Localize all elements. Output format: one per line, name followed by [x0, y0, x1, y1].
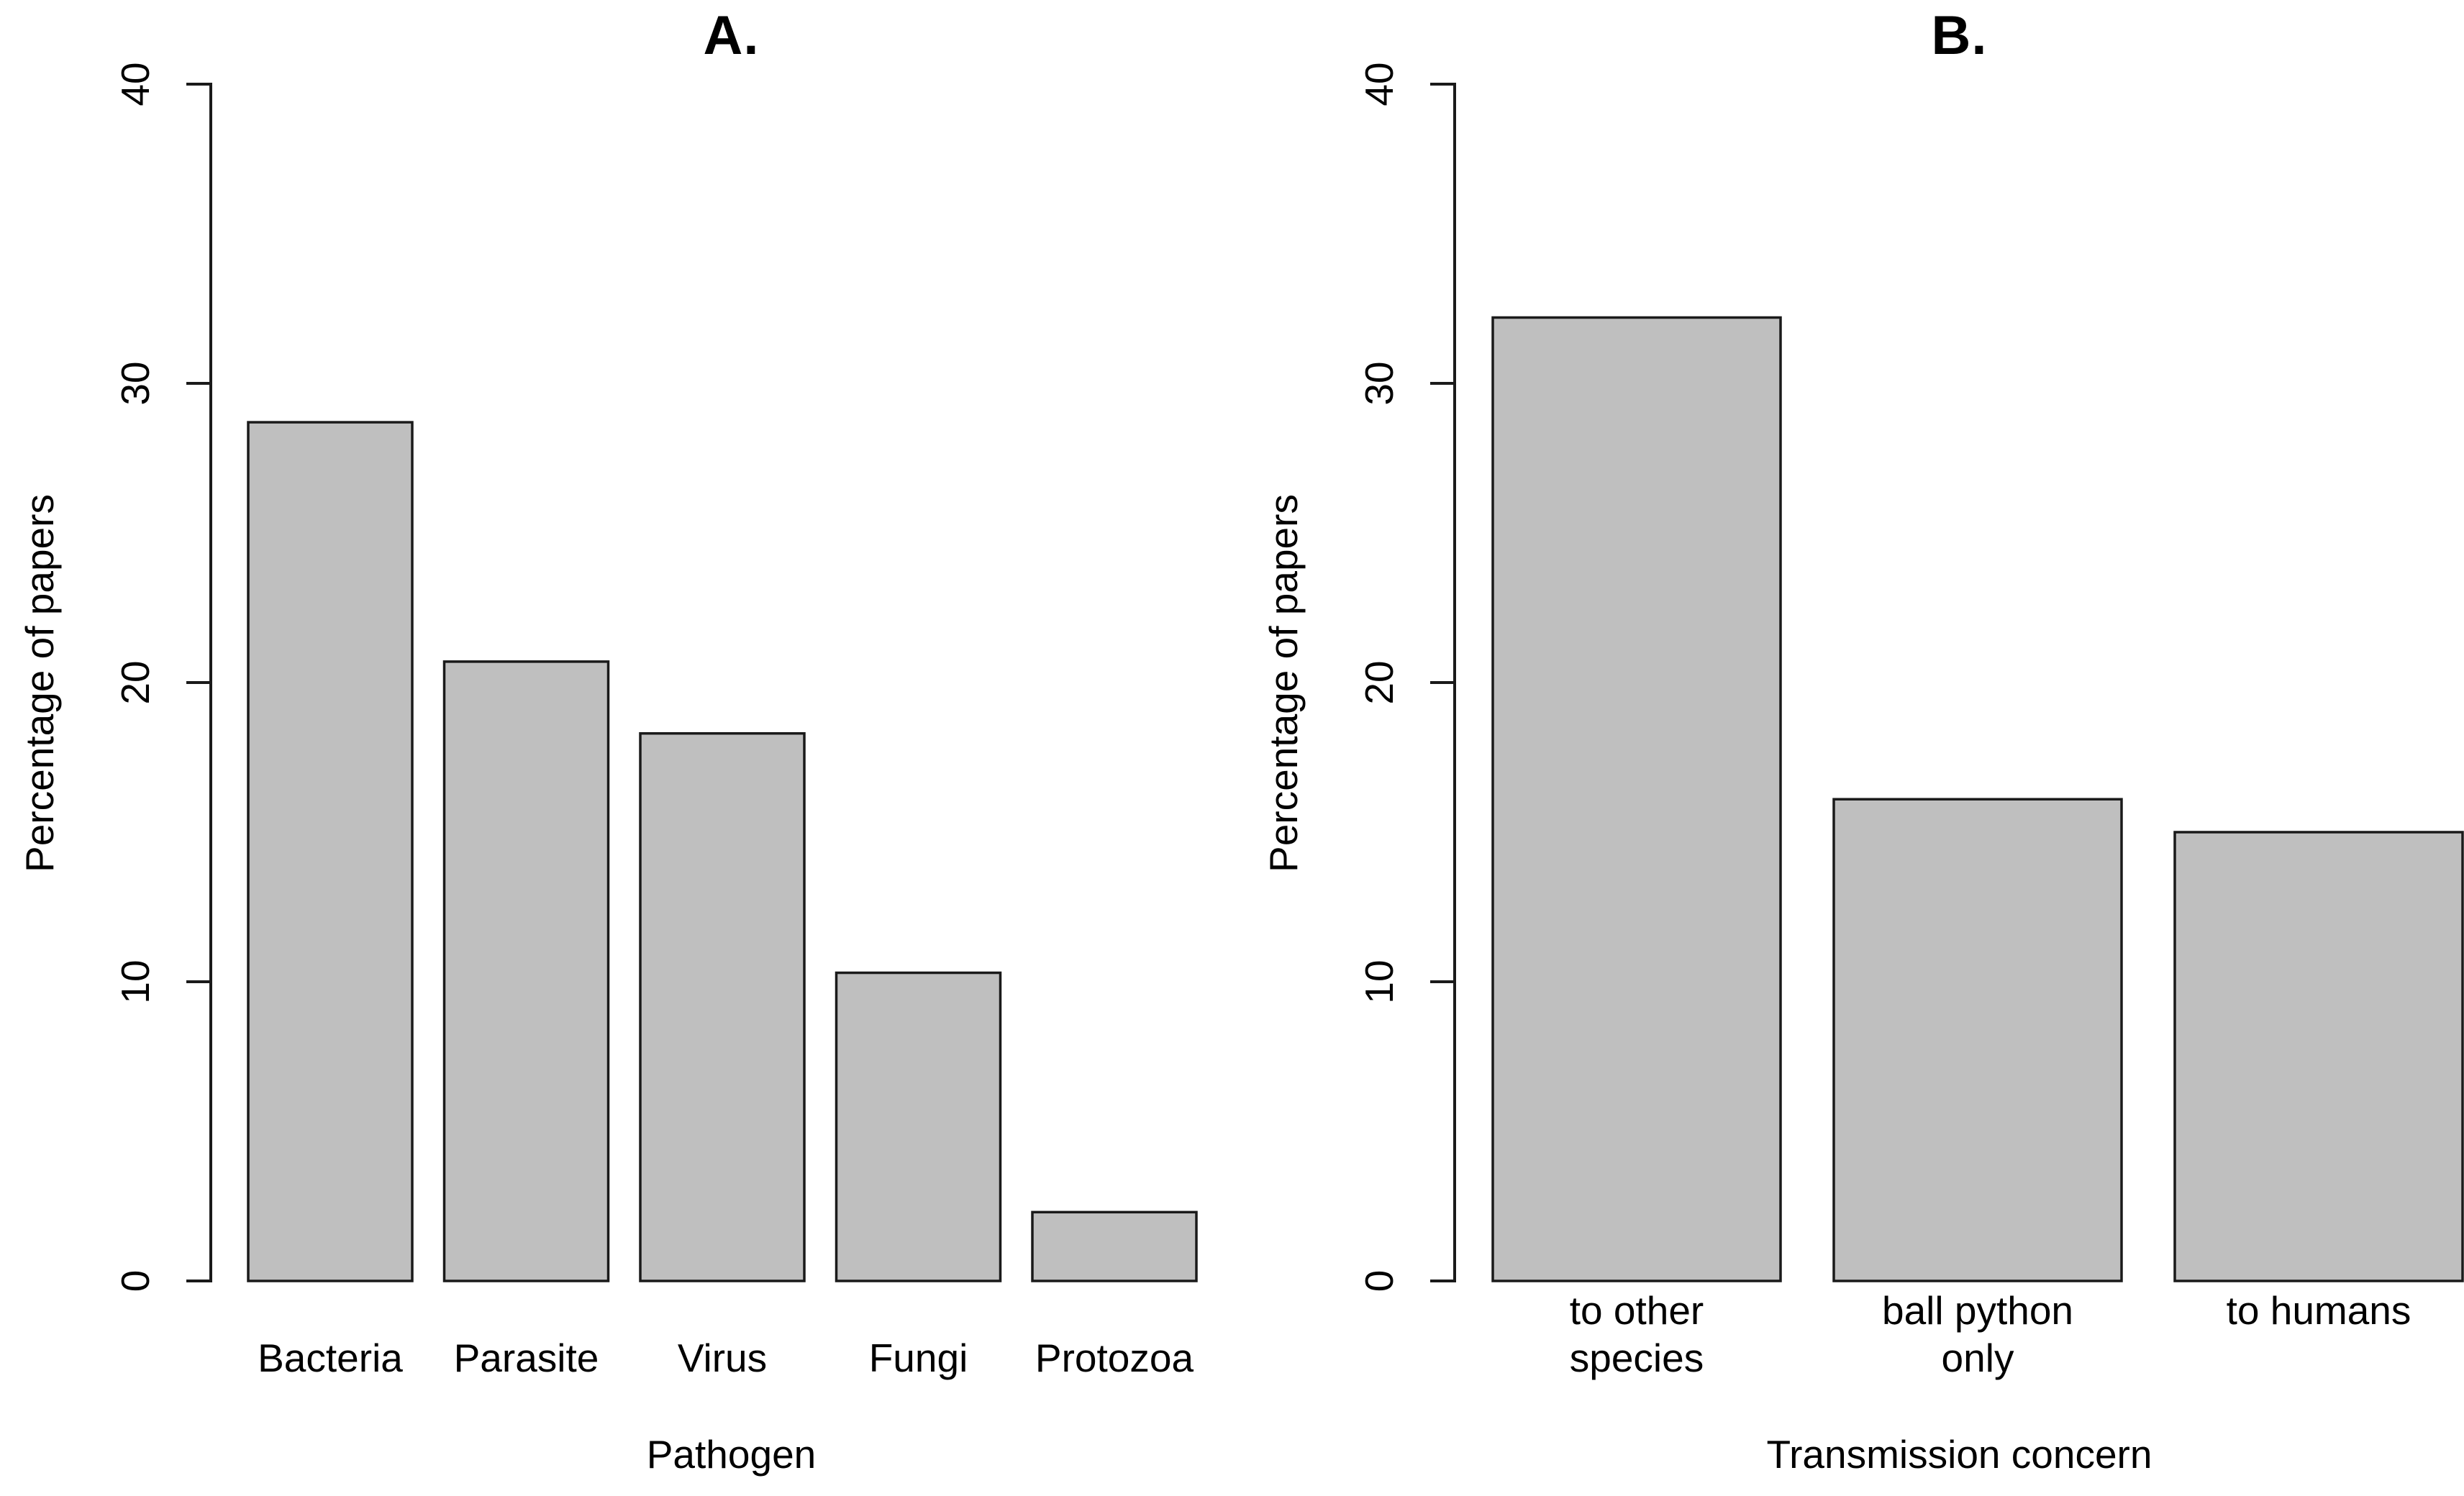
panel-b-y-axis-label: Percentage of papers [1261, 494, 1306, 872]
panel-a-category-label-protozoa: Protozoa [1002, 1334, 1227, 1382]
panel-b-title: B. [1931, 5, 1988, 66]
panel-a-bar-virus [639, 731, 806, 1282]
panel-a-title: A. [703, 5, 760, 66]
panel-b-category-label-to-other-species: to other species [1452, 1287, 1822, 1382]
panel-a-bar-protozoa [1031, 1210, 1198, 1282]
panel-a-category-label-virus: Virus [610, 1334, 835, 1382]
panel-b-bar-to-other-species [1491, 316, 1782, 1282]
panel-a-tick-label-20: 20 [113, 660, 158, 705]
panel-b-x-axis-label: Transmission concern [1766, 1432, 2152, 1477]
panel-a-category-label-bacteria-line-1: Bacteria [258, 1336, 403, 1380]
panel-a-bar-bacteria [247, 421, 414, 1282]
panel-a-bar-fungi [835, 971, 1002, 1282]
panel-b-tick-label-20: 20 [1357, 660, 1401, 705]
panel-a-category-label-protozoa-line-1: Protozoa [1035, 1336, 1194, 1380]
panel-a-category-label-virus-line-1: Virus [677, 1336, 768, 1380]
panel-b-bar-ball-python-only [1832, 798, 2123, 1282]
panel-b-bar-to-humans [2173, 831, 2464, 1282]
panel-b-category-label-ball-python-only-line-2: only [1941, 1336, 2014, 1380]
panel-a-bar-parasite [442, 660, 610, 1282]
panel-a-category-label-bacteria: Bacteria [218, 1334, 443, 1382]
panel-b-tick-label-0: 0 [1357, 1269, 1401, 1292]
panel-b-category-label-to-humans-line-2: to humans [2226, 1288, 2411, 1333]
panel-b-category-label-to-humans: to humans [2134, 1287, 2464, 1334]
panel-a-y-axis-label: Percentage of papers [17, 494, 62, 872]
panel-a-tick-label-40: 40 [113, 62, 158, 106]
panel-b-tick-label-30: 30 [1357, 361, 1401, 406]
panel-a-x-axis-label: Pathogen [646, 1432, 817, 1477]
panel-a-category-label-parasite-line-1: Parasite [453, 1336, 599, 1380]
panel-a-tick-label-10: 10 [113, 959, 158, 1004]
panel-a-category-label-fungi-line-1: Fungi [868, 1336, 968, 1380]
panel-b-category-label-to-other-species-line-2: species [1569, 1336, 1704, 1380]
panel-b-category-label-to-other-species-line-1: to other [1569, 1288, 1704, 1333]
panel-a-category-label-fungi: Fungi [806, 1334, 1031, 1382]
panel-b-category-label-ball-python-only-line-1: ball python [1881, 1288, 2074, 1333]
panel-a-category-label-parasite: Parasite [414, 1334, 639, 1382]
panel-b-tick-label-40: 40 [1357, 62, 1401, 106]
panel-b-tick-label-10: 10 [1357, 959, 1401, 1004]
panel-a-tick-label-30: 30 [113, 361, 158, 406]
panel-a-tick-label-0: 0 [113, 1269, 158, 1292]
panel-b-category-label-ball-python-only: ball python only [1793, 1287, 2163, 1382]
